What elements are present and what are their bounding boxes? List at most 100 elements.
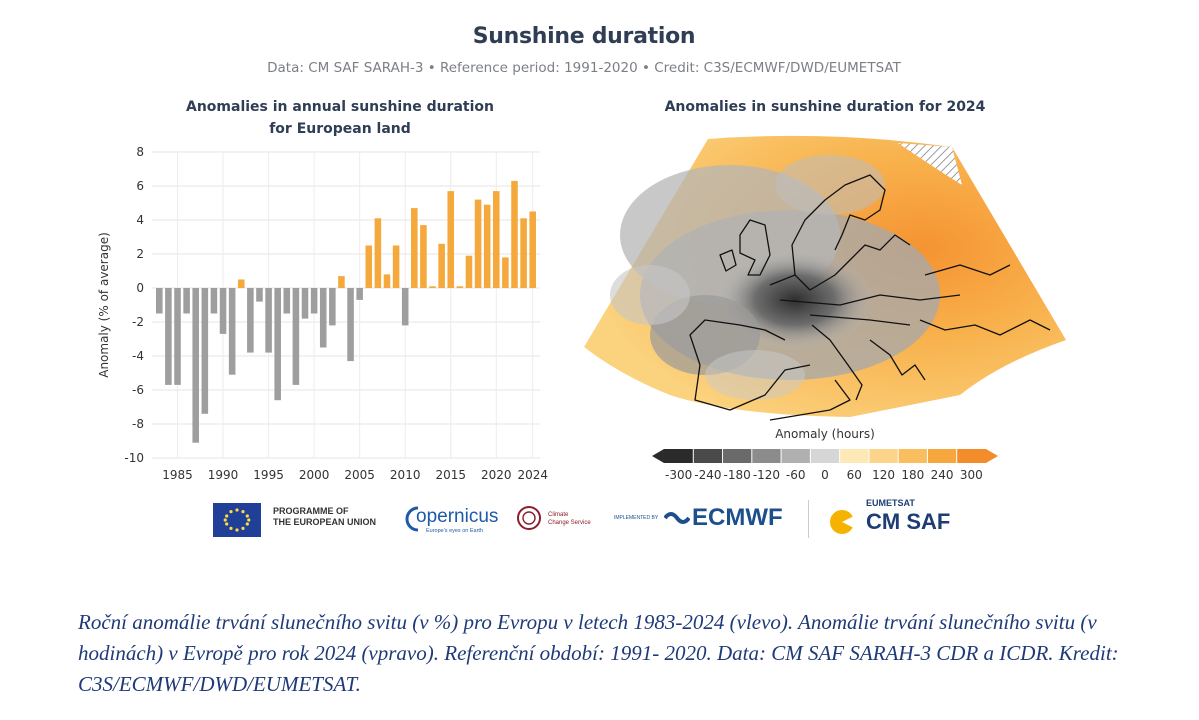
bar-2009 (392, 245, 400, 288)
bar-2021 (502, 257, 509, 288)
colorbar-right-arrow (986, 449, 998, 463)
bar-2020 (493, 191, 500, 288)
copernicus-c-icon (405, 506, 419, 532)
page-subtitle: Data: CM SAF SARAH-3 • Reference period:… (267, 60, 901, 76)
bar-1989 (210, 288, 218, 314)
y-tick-label: -10 (124, 451, 144, 465)
c3s-logo: Climate Change Service (516, 498, 596, 542)
bar-2004 (347, 288, 354, 362)
logo-divider (808, 500, 809, 538)
ecmwf-logo: IMPLEMENTED BY ECMWF (614, 498, 794, 542)
bar-2002 (329, 288, 336, 326)
y-tick-label: 0 (136, 281, 144, 295)
y-tick-label: 2 (136, 247, 144, 261)
colorbar-tick-label: 300 (959, 468, 983, 482)
colorbar-tick-label: -60 (785, 468, 806, 482)
colorbar-tick-label: 240 (930, 468, 954, 482)
bar-1993 (247, 288, 254, 353)
cmsaf-sun-icon (830, 510, 858, 534)
colorbar-tick-label: -240 (694, 468, 722, 482)
bar-2023 (520, 218, 527, 288)
y-tick-label: 6 (136, 179, 144, 193)
c3s-line1: Climate (548, 512, 569, 518)
x-tick-label: 2024 (517, 468, 548, 482)
map-coastlines (689, 174, 1051, 421)
eu-programme-text: PROGRAMME OF THE EUROPEAN UNION (273, 506, 393, 550)
colorbar (652, 449, 998, 463)
eu-stars-icon (223, 508, 251, 532)
bar-2018 (474, 199, 482, 288)
bar-chart: 8 6 4 2 0 -2 -4 -6 -8 -10 1985 1990 1995 2000 2005 2010… (97, 145, 548, 482)
bar-chart-title: Anomalies in annual sunshine duration fo… (150, 96, 530, 140)
colorbar-swatch (693, 449, 724, 463)
colorbar-swatch (810, 449, 841, 463)
map-missing-data (898, 143, 962, 185)
bar-1998 (292, 288, 300, 385)
bar-2024 (529, 211, 536, 288)
y-tick-label: 8 (136, 145, 144, 159)
copernicus-tagline: Europe's eyes on Earth (426, 528, 484, 534)
bar-2008 (383, 274, 391, 288)
ecmwf-wave-icon (664, 512, 690, 524)
eu-programme-line2: THE EUROPEAN UNION (273, 517, 377, 527)
bar-2001 (319, 288, 327, 348)
bar-1985 (174, 288, 181, 385)
y-tick-label: 4 (136, 213, 144, 227)
bar-1994 (256, 288, 263, 302)
bar-1986 (183, 288, 190, 314)
bar-1983 (156, 288, 163, 314)
copernicus-wordmark: opernicus (416, 506, 499, 527)
colorbar-swatch (839, 449, 870, 463)
cmsaf-logo: EUMETSAT CM SAF (828, 498, 968, 542)
y-axis-label: Anomaly (% of average) (97, 232, 111, 378)
colorbar-tick-label: 120 (872, 468, 895, 482)
colorbar-title: Anomaly (hours) (775, 427, 875, 441)
bar-2013 (429, 286, 436, 288)
bar-1987 (192, 288, 199, 443)
bar-1992 (237, 279, 245, 288)
colorbar-tick-label: -180 (723, 468, 751, 482)
ecmwf-prefix: IMPLEMENTED BY (614, 515, 659, 521)
colorbar-swatch (898, 449, 928, 463)
x-tick-label: 2020 (481, 468, 512, 482)
bar-2006 (365, 245, 373, 288)
eumetsat-wordmark: EUMETSAT (866, 498, 915, 508)
bar-2022 (511, 180, 518, 288)
bar-chart-title-line1: Anomalies in annual sunshine duration (186, 99, 494, 115)
colorbar-swatch (751, 449, 782, 463)
bar-1997 (283, 288, 291, 314)
page-title: Sunshine duration (472, 24, 696, 49)
bar-2015 (447, 191, 455, 288)
ecmwf-wordmark: ECMWF (692, 504, 783, 531)
y-tick-label: -2 (132, 315, 144, 329)
x-tick-label: 1985 (162, 468, 193, 482)
colorbar-ticks: -300 -240 -180 -120 -60 0 60 120 180 240 300 (650, 468, 1000, 486)
colorbar-tick-label: 180 (901, 468, 925, 482)
y-tick-label: -8 (132, 417, 144, 431)
x-tick-label: 2005 (344, 468, 375, 482)
bar-1991 (228, 288, 236, 375)
bar-2010 (401, 288, 409, 326)
bar-2019 (483, 204, 491, 288)
eu-flag-logo (213, 498, 263, 542)
eu-programme-line1: PROGRAMME OF (273, 506, 349, 516)
colorbar-tick-label: -300 (665, 468, 693, 482)
bar-1996 (274, 288, 281, 401)
bar-2000 (310, 288, 318, 314)
bar-2014 (438, 243, 445, 288)
bar-2005 (356, 288, 363, 300)
bar-2003 (338, 276, 345, 288)
x-tick-label: 1995 (253, 468, 284, 482)
bar-2011 (411, 208, 418, 288)
x-tick-label: 2015 (435, 468, 466, 482)
y-tick-label: -6 (132, 383, 144, 397)
bar-2016 (456, 286, 464, 288)
map-title: Anomalies in sunshine duration for 2024 (664, 99, 986, 115)
colorbar-tick-label: -120 (752, 468, 781, 482)
colorbar-swatch (927, 449, 958, 463)
cmsaf-wordmark: CM SAF (866, 509, 951, 534)
colorbar-swatch (868, 449, 899, 463)
bar-2012 (420, 225, 427, 288)
x-tick-label: 2000 (299, 468, 330, 482)
y-tick-label: -4 (132, 349, 144, 363)
